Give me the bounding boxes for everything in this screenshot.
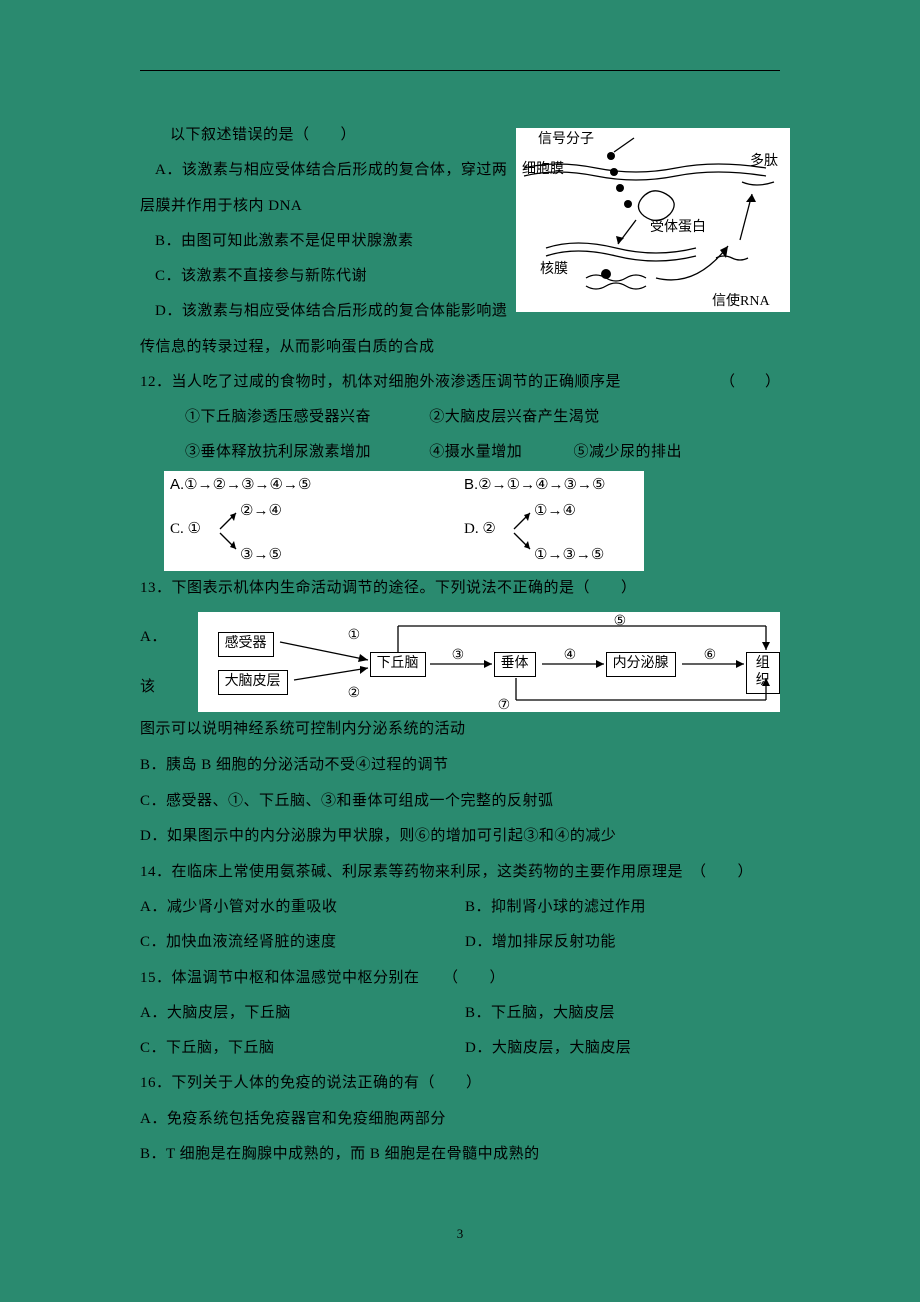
q15-stem: 15．体温调节中枢和体温感觉中枢分别在 （ ） — [140, 961, 780, 996]
q12-opt-d-bot: ①→③→⑤ — [534, 545, 604, 563]
page-number: 3 — [0, 1226, 920, 1242]
q14-stem: 14．在临床上常使用氨茶碱、利尿素等药物来利尿，这类药物的主要作用原理是 （ ） — [140, 855, 780, 890]
label-peptide: 多肽 — [750, 150, 778, 170]
q16-a: A．免疫系统包括免疫器官和免疫细胞两部分 — [140, 1102, 780, 1137]
num-1: ① — [348, 626, 361, 643]
q11-opt-a-l1: A．该激素与相应受体结合后形成的复合体，穿过两 — [140, 153, 520, 188]
num-2: ② — [348, 684, 361, 701]
q13-d: D．如果图示中的内分泌腺为甲状腺，则⑥的增加可引起③和④的减少 — [140, 819, 780, 855]
num-7: ⑦ — [498, 696, 511, 713]
q13-stem: 13．下图表示机体内生命活动调节的途径。下列说法不正确的是（ ） — [140, 571, 780, 607]
q13-a-pre1: A． — [140, 624, 168, 651]
q12-opt-c-bot: ③→⑤ — [240, 545, 282, 563]
q14-a: A．减少肾小管对水的重吸收 — [140, 890, 455, 925]
q12-opt-c-head: C. ① — [170, 519, 201, 538]
q13-figure: 感受器 大脑皮层 下丘脑 垂体 内分泌腺 组织 — [198, 612, 780, 712]
q15-d: D．大脑皮层，大脑皮层 — [455, 1031, 780, 1066]
q12-c3: ③垂体释放抗利尿激素增加 — [185, 435, 425, 470]
q13-b: B．胰岛 B 细胞的分泌活动不受④过程的调节 — [140, 748, 780, 784]
q14-b: B．抑制肾小球的滤过作用 — [455, 890, 780, 925]
label-signal: 信号分子 — [538, 128, 594, 148]
num-4: ④ — [564, 646, 577, 663]
label-receptor: 受体蛋白 — [650, 216, 706, 236]
q13-a-post: 图示可以说明神经系统可控制内分泌系统的活动 — [140, 712, 780, 748]
q12-c1: ①下丘脑渗透压感受器兴奋 — [185, 400, 425, 435]
q14-d: D．增加排尿反射功能 — [455, 925, 780, 960]
label-membrane: 细胞膜 — [522, 158, 564, 178]
q13-a-pre2: 该 — [140, 674, 168, 701]
num-3: ③ — [452, 646, 465, 663]
q12-figure: A.①→②→③→④→⑤ B.②→①→④→③→⑤ C. ① ②→④ ③→⑤ D. … — [164, 471, 644, 571]
q16-stem: 16．下列关于人体的免疫的说法正确的有（ ） — [140, 1066, 780, 1101]
num-6: ⑥ — [704, 646, 717, 663]
label-mrna: 信使RNA — [712, 290, 770, 310]
q12-c2: ②大脑皮层兴奋产生渴觉 — [429, 409, 600, 425]
q13-c: C．感受器、①、下丘脑、③和垂体可组成一个完整的反射弧 — [140, 784, 780, 820]
q16-b: B．T 细胞是在胸腺中成熟的，而 B 细胞是在骨髓中成熟的 — [140, 1137, 780, 1172]
q12-opt-d-head: D. ② — [464, 519, 496, 538]
q11-opt-d-l1: D．该激素与相应受体结合后形成的复合体能影响遗 — [140, 294, 520, 329]
q15-c: C．下丘脑，下丘脑 — [140, 1031, 455, 1066]
q15-b: B．下丘脑，大脑皮层 — [455, 996, 780, 1031]
q12-paren: （ ） — [720, 365, 780, 400]
q12-opt-a: A.①→②→③→④→⑤ — [170, 475, 311, 493]
q12-stem-row: 12．当人吃了过咸的食物时，机体对细胞外液渗透压调节的正确顺序是 （ ） — [140, 365, 780, 400]
q12-opt-d-top: ①→④ — [534, 501, 576, 519]
q12-opt-b: B.②→①→④→③→⑤ — [464, 475, 605, 493]
num-5: ⑤ — [614, 612, 627, 629]
q12-opt-c-top: ②→④ — [240, 501, 282, 519]
label-nucmem: 核膜 — [540, 258, 568, 278]
q11-opt-d-l2: 传信息的转录过程，从而影响蛋白质的合成 — [140, 330, 780, 365]
q12-c4: ④摄水量增加 — [429, 435, 569, 470]
q14-c: C．加快血液流经肾脏的速度 — [140, 925, 455, 960]
q12-stem: 12．当人吃了过咸的食物时，机体对细胞外液渗透压调节的正确顺序是 — [140, 374, 621, 390]
q11-figure: 信号分子 细胞膜 多肽 受体蛋白 核膜 信使RNA — [516, 128, 790, 312]
q15-a: A．大脑皮层，下丘脑 — [140, 996, 455, 1031]
q12-c5: ⑤减少尿的排出 — [574, 444, 683, 460]
